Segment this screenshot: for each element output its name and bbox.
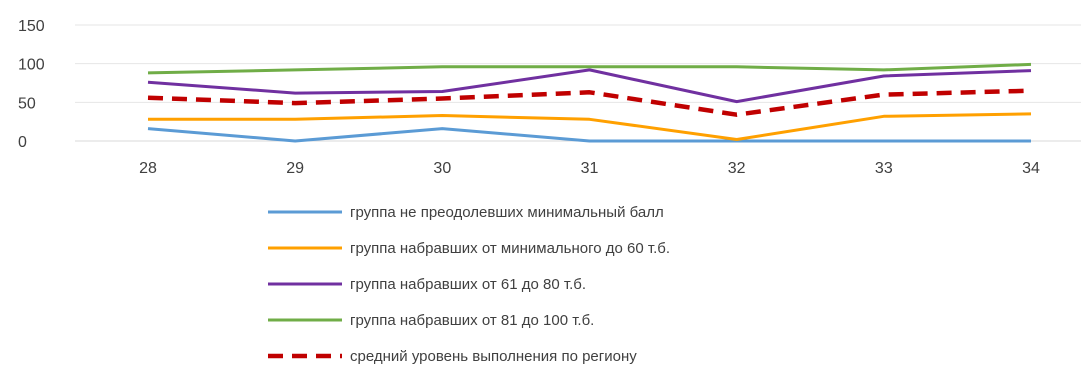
gridlines — [75, 24, 1081, 142]
x-tick-label: 29 — [286, 160, 304, 177]
x-tick-label: 34 — [1022, 160, 1040, 177]
legend-label: группа набравших от 81 до 100 т.б. — [350, 312, 594, 329]
y-axis-ticks: 0 50 100 150 — [18, 18, 45, 151]
legend-label: группа набравших от минимального до 60 т… — [350, 240, 670, 257]
x-tick-label: 32 — [728, 160, 746, 177]
legend-label: средний уровень выполнения по региону — [350, 348, 637, 365]
y-tick-label: 150 — [18, 18, 45, 35]
x-tick-label: 31 — [581, 160, 599, 177]
y-tick-label: 50 — [18, 95, 36, 112]
series-line-4 — [147, 88, 1032, 117]
series-lines — [147, 62, 1032, 143]
y-tick-label: 0 — [18, 134, 27, 151]
x-tick-label: 28 — [139, 160, 157, 177]
series-line-1 — [148, 112, 1032, 141]
legend: группа не преодолевших минимальный балл г… — [268, 204, 670, 365]
x-tick-label: 33 — [875, 160, 893, 177]
legend-label: группа набравших от 61 до 80 т.б. — [350, 276, 586, 293]
x-tick-label: 30 — [433, 160, 451, 177]
series-line-2 — [147, 68, 1032, 104]
x-axis-ticks: 28 29 30 31 32 33 34 — [139, 160, 1040, 177]
y-tick-label: 100 — [18, 57, 45, 74]
series-line-3 — [147, 62, 1032, 75]
legend-label: группа не преодолевших минимальный балл — [350, 204, 664, 221]
series-line-0 — [147, 127, 1031, 143]
